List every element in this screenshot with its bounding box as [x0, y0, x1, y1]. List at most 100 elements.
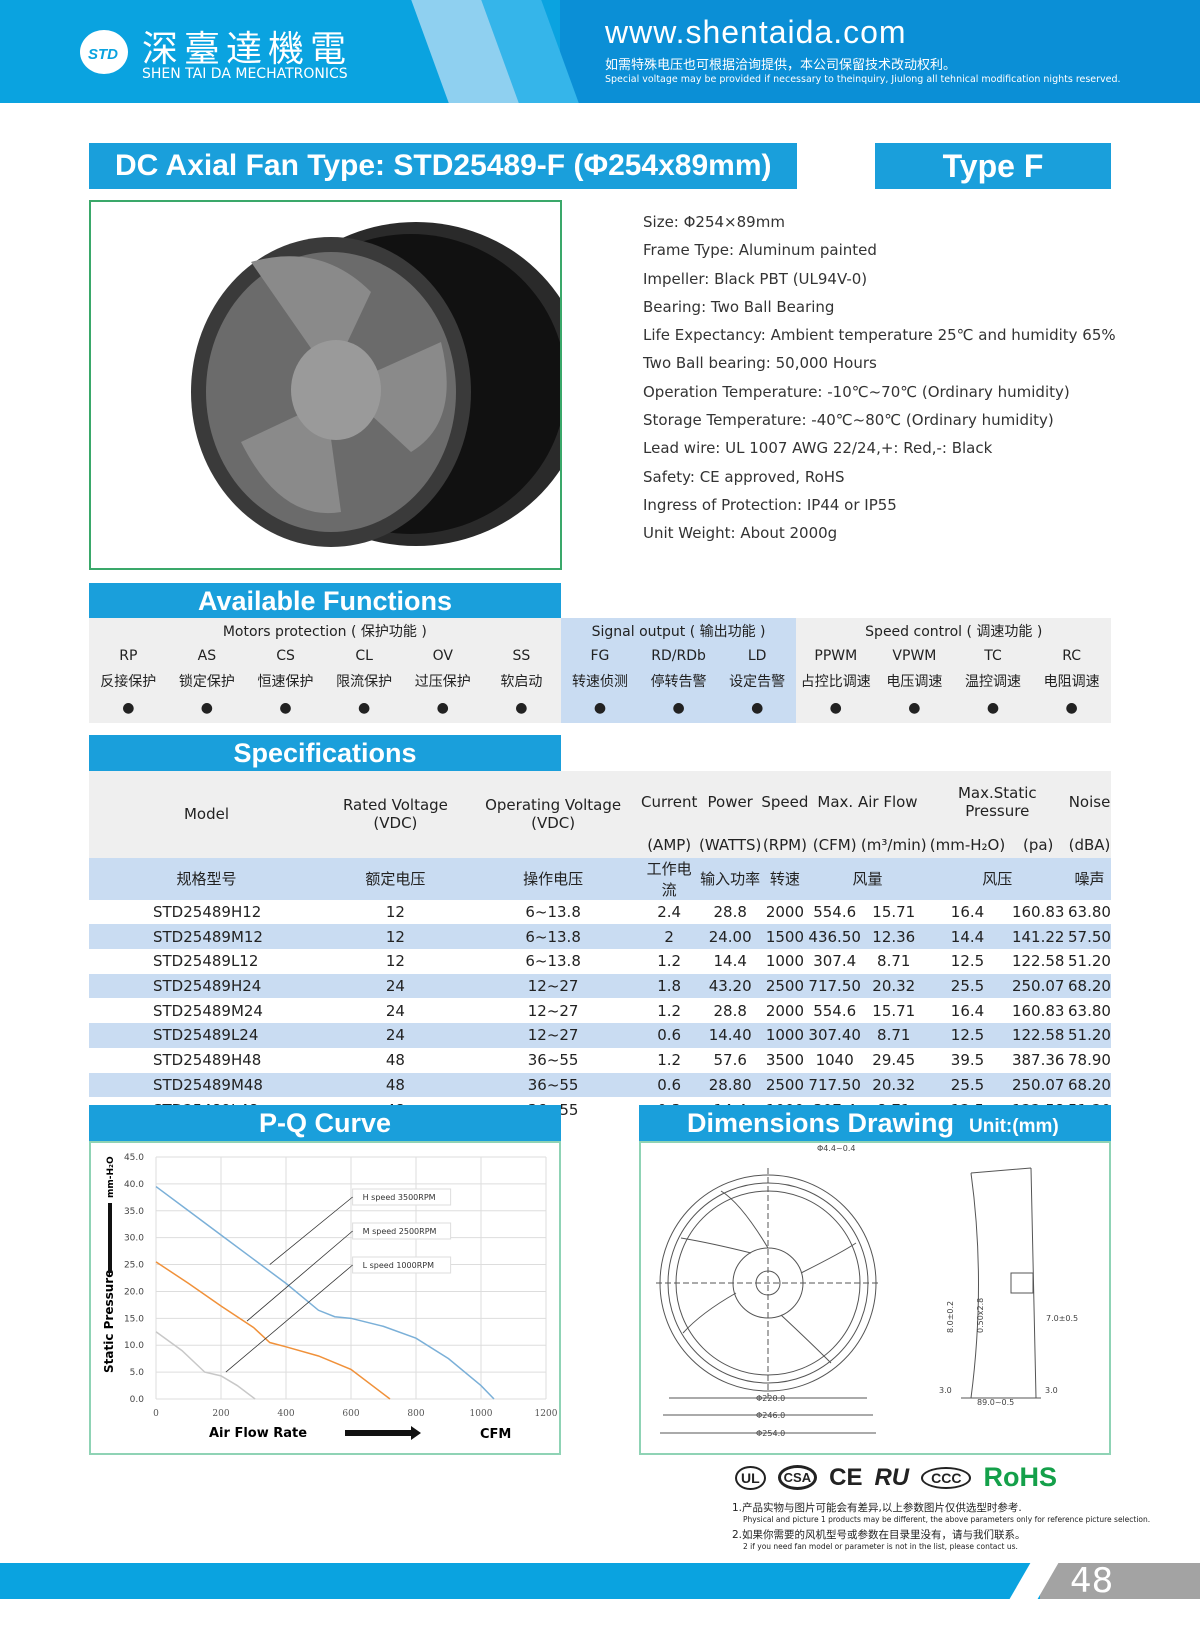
table-row: STD25489L24 24 12~27 0.6 14.40 1000 307.40 8.71… [89, 1023, 1111, 1048]
function-name: 设定告警 [717, 668, 797, 693]
table-cell: 16.4 [950, 903, 985, 922]
table-cell: 2000 [765, 1001, 804, 1020]
table-cell: 0.6 [657, 1075, 682, 1094]
y-tick-label: 40.0 [124, 1180, 144, 1190]
notes: 1.产品实物与图片可能会有差异,以上参数图片仅供选型时参考. Physical … [732, 1500, 1152, 1551]
table-cell: 24 [385, 1026, 405, 1045]
ul-mark-icon: UL [735, 1465, 766, 1490]
function-code: TC [953, 643, 1033, 668]
functions-table: Motors protection ( 保护功能 ) Signal output … [89, 618, 1111, 723]
type-label: Type F [875, 143, 1111, 189]
table-cell: 12.5 [950, 1026, 985, 1045]
legend-arrow [225, 1264, 353, 1373]
table-cell: 2500 [765, 1075, 804, 1094]
table-cell: 12.5 [950, 952, 985, 971]
y-tick-label: 0.0 [130, 1395, 145, 1405]
legend-arrow [246, 1230, 353, 1322]
table-cell: 24.00 [708, 927, 752, 946]
table-row: STD25489L12 12 6~13.8 1.2 14.4 1000 307.4 8.71 1… [89, 949, 1111, 974]
spec-list: Size: Φ254×89mm Frame Type: Aluminum pai… [643, 208, 1116, 548]
ccc-mark-icon: CCC [921, 1466, 972, 1489]
dim-label: 0.50x2.8 [976, 1298, 985, 1333]
table-row: STD25489H48 48 36~55 1.2 57.6 3500 1040 29.45 39… [89, 1047, 1111, 1073]
x-tick-label: 0 [153, 1409, 159, 1419]
ce-mark-icon: CE [829, 1463, 863, 1491]
function-available-mark: ● [167, 693, 247, 723]
y-tick-label: 5.0 [130, 1368, 145, 1378]
table-cell: 63.80 [1068, 1001, 1111, 1020]
legend-label: L speed 1000RPM [363, 1261, 434, 1270]
function-available-mark: ● [717, 693, 797, 723]
legend-arrow [269, 1196, 353, 1265]
function-name: 电压调速 [875, 668, 954, 693]
table-cell: 28.8 [713, 903, 747, 922]
table-cell: 20.32 [872, 977, 916, 996]
col-header: Speed [761, 793, 809, 811]
series-line [155, 1185, 495, 1400]
table-cell: 36~55 [527, 1075, 579, 1094]
table-cell: STD25489H24 [153, 977, 262, 996]
spec-item: Safety: CE approved, RoHS [643, 467, 845, 486]
table-cell: 29.45 [872, 1051, 916, 1070]
function-available-mark: ● [1032, 693, 1111, 723]
function-available-mark: ● [875, 693, 954, 723]
y-tick-label: 35.0 [124, 1207, 144, 1217]
function-name: 软启动 [482, 668, 561, 693]
table-cell: 78.90 [1068, 1051, 1111, 1070]
dimensions-header: Dimensions Drawing Unit:(mm) [639, 1105, 1111, 1141]
function-code: FG [560, 643, 640, 668]
table-cell: 436.50 [808, 927, 861, 946]
function-available-mark: ● [89, 693, 168, 723]
function-name: 锁定保护 [167, 668, 247, 693]
spec-item: Operation Temperature: -10℃~70℃ (Ordinar… [643, 382, 1070, 401]
fan-image [191, 222, 586, 547]
dim-label: 7.0±0.5 [1046, 1314, 1078, 1323]
table-cell: 387.36 [1011, 1051, 1065, 1070]
table-cell: 14.4 [713, 952, 747, 971]
table-row: STD25489H12 12 6~13.8 2.4 28.8 2000 554.6 15.71… [89, 899, 1111, 925]
function-available-mark: ● [246, 693, 325, 723]
table-cell: 51.20 [1068, 1026, 1111, 1045]
table-cell: 16.4 [950, 1001, 985, 1020]
table-cell: 20.32 [872, 1075, 916, 1094]
website: www.shentaida.com [605, 14, 907, 50]
table-cell: 1000 [765, 952, 804, 971]
table-cell: 28.80 [708, 1075, 752, 1094]
table-cell: 15.71 [872, 903, 916, 922]
table-cell: 307.40 [808, 1026, 861, 1045]
function-code: AS [167, 643, 247, 668]
table-cell: 554.6 [813, 903, 857, 922]
x-axis-arrow [345, 1426, 421, 1440]
group-label: Speed control ( 调速功能 ) [796, 618, 1111, 643]
pq-heading: P-Q Curve [89, 1105, 561, 1141]
table-cell: 28.8 [713, 1001, 747, 1020]
table-cell: STD25489M12 [153, 927, 263, 946]
function-available-mark: ● [639, 693, 718, 723]
table-cell: 2.4 [657, 903, 682, 922]
col-header: Model [183, 805, 230, 824]
col-header: Current [641, 793, 698, 811]
table-cell: 12 [385, 952, 405, 971]
function-code: LD [717, 643, 797, 668]
col-header: Operating Voltage (VDC) [485, 796, 622, 833]
group-label: Signal output ( 输出功能 ) [560, 618, 797, 643]
col-header-cn: 工作电流 [646, 859, 692, 899]
function-available-mark: ● [796, 693, 876, 723]
col-unit: (mm-H₂O) [929, 836, 1006, 855]
dimensions-drawing: Φ4.4~0.4 Φ220.0 Φ246.0 Φ254.0 8.0±0.2 0.… [639, 1141, 1111, 1455]
col-unit: (CFM) [812, 836, 857, 855]
spec-item: Impeller: Black PBT (UL94V-0) [643, 269, 868, 288]
page-number-text: 48 [1070, 1561, 1114, 1601]
table-cell: STD25489H12 [153, 903, 262, 922]
table-cell: STD25489L12 [153, 952, 259, 971]
spec-item: Unit Weight: About 2000g [643, 524, 838, 543]
function-name: 转速侦测 [560, 668, 640, 693]
dimension-drawing-svg: Φ4.4~0.4 Φ220.0 Φ246.0 Φ254.0 8.0±0.2 0.… [656, 1144, 1078, 1438]
table-cell: 1.8 [657, 977, 682, 996]
col-unit: (WATTS) [698, 836, 762, 855]
y-tick-label: 10.0 [124, 1341, 144, 1351]
function-code: CS [246, 643, 325, 668]
notice-cn: 如需特殊电压也可根据洽询提供，本公司保留技术改动权利。 [605, 58, 957, 73]
table-row: STD25489M48 48 36~55 0.6 28.80 2500 717.50 20.3… [89, 1072, 1111, 1098]
table-cell: 1.2 [657, 952, 682, 971]
